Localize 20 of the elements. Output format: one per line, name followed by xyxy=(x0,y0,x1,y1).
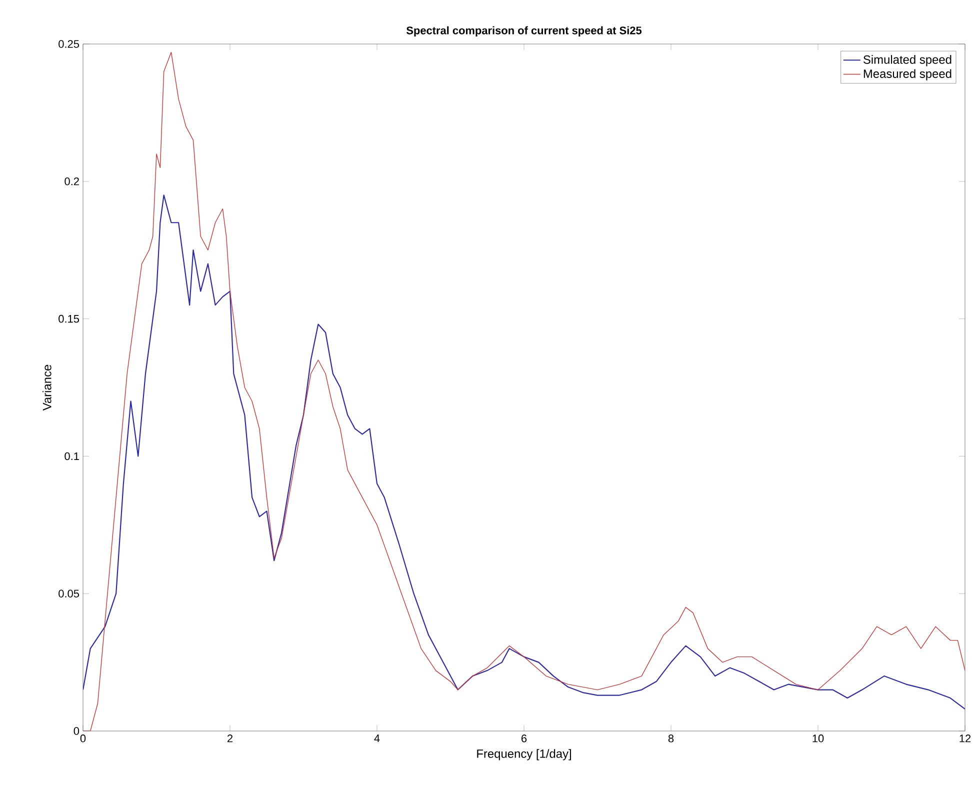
y-tick-label: 0.1 xyxy=(64,452,79,460)
line-series xyxy=(83,194,966,710)
line-series xyxy=(83,52,966,731)
x-axis-title: Frequency [1/day] xyxy=(477,749,571,760)
legend-label: Measured speed xyxy=(864,69,952,80)
y-tick-label: 0 xyxy=(74,727,80,735)
x-tick-label: 6 xyxy=(522,734,527,742)
y-axis-title: Variance xyxy=(42,364,52,411)
x-tick-label: 4 xyxy=(374,734,380,742)
chart-title: Spectral comparison of current speed at Si25 xyxy=(406,26,642,36)
y-tick-label: 0.15 xyxy=(58,314,80,323)
x-tick-label: 12 xyxy=(960,734,971,742)
y-tick-label: 0.25 xyxy=(58,40,80,48)
legend-label: Simulated speed xyxy=(863,55,952,66)
x-tick-label: 10 xyxy=(812,734,824,742)
x-tick-label: 2 xyxy=(228,734,232,742)
x-tick-label: 0 xyxy=(80,734,86,742)
x-tick-label: 8 xyxy=(668,734,674,742)
y-tick-label: 0.05 xyxy=(58,590,80,598)
y-tick-label: 0.2 xyxy=(64,178,79,186)
